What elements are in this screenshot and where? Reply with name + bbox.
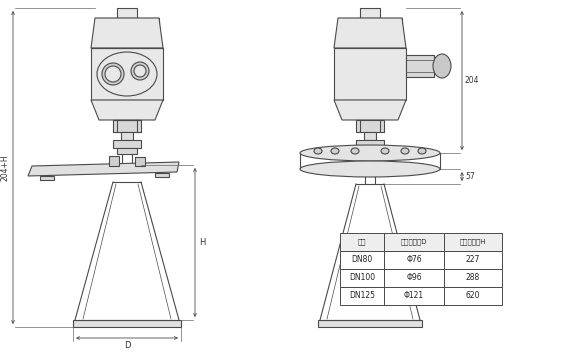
- Text: 227: 227: [466, 256, 480, 265]
- Bar: [121, 132, 133, 140]
- Ellipse shape: [300, 145, 440, 161]
- Bar: [444, 251, 502, 269]
- Text: Φ96: Φ96: [406, 273, 422, 282]
- Text: 喇叭口直径D: 喇叭口直径D: [401, 239, 427, 245]
- Ellipse shape: [102, 63, 124, 85]
- Polygon shape: [334, 100, 406, 120]
- Ellipse shape: [314, 148, 322, 154]
- Text: DN80: DN80: [352, 256, 373, 265]
- Ellipse shape: [105, 66, 121, 82]
- Bar: [444, 269, 502, 287]
- Bar: [338, 18, 402, 48]
- Ellipse shape: [418, 148, 426, 154]
- Bar: [384, 269, 444, 287]
- Ellipse shape: [131, 62, 149, 80]
- Bar: [155, 173, 169, 177]
- Bar: [340, 233, 384, 251]
- Text: H: H: [199, 238, 205, 247]
- Bar: [110, 81, 117, 87]
- Ellipse shape: [433, 54, 451, 78]
- Bar: [382, 148, 390, 154]
- Bar: [318, 320, 422, 327]
- Text: D: D: [123, 341, 130, 351]
- Bar: [360, 148, 380, 153]
- Text: Φ76: Φ76: [406, 256, 422, 265]
- Ellipse shape: [351, 148, 359, 154]
- Bar: [117, 148, 137, 154]
- Text: 喇叭口高度H: 喇叭口高度H: [460, 239, 486, 245]
- Text: DN125: DN125: [349, 292, 375, 301]
- Text: DN100: DN100: [349, 273, 375, 282]
- Text: Φ121: Φ121: [404, 292, 424, 301]
- Bar: [340, 269, 384, 287]
- Polygon shape: [91, 100, 163, 120]
- Bar: [444, 233, 502, 251]
- Bar: [356, 140, 384, 148]
- Bar: [384, 251, 444, 269]
- Text: 57: 57: [465, 172, 475, 181]
- Bar: [135, 157, 145, 166]
- Bar: [444, 287, 502, 305]
- Bar: [340, 251, 384, 269]
- Bar: [406, 55, 434, 77]
- Bar: [40, 176, 54, 180]
- Text: 288: 288: [466, 273, 480, 282]
- Ellipse shape: [134, 65, 146, 77]
- Text: 204+H: 204+H: [1, 154, 10, 181]
- Bar: [340, 287, 384, 305]
- Bar: [91, 48, 163, 100]
- Polygon shape: [28, 162, 179, 176]
- Bar: [117, 8, 137, 18]
- Bar: [73, 320, 181, 327]
- Bar: [109, 156, 119, 166]
- Text: 法兰: 法兰: [358, 239, 366, 245]
- Bar: [95, 18, 159, 48]
- Bar: [364, 132, 376, 140]
- Bar: [360, 8, 380, 18]
- Bar: [334, 48, 406, 100]
- Ellipse shape: [300, 161, 440, 177]
- Bar: [384, 287, 444, 305]
- Ellipse shape: [331, 148, 339, 154]
- Bar: [356, 120, 384, 132]
- Bar: [113, 140, 141, 148]
- Bar: [350, 148, 358, 154]
- Polygon shape: [91, 18, 163, 48]
- Ellipse shape: [97, 52, 157, 96]
- Polygon shape: [334, 18, 406, 48]
- Text: 620: 620: [466, 292, 480, 301]
- Text: 204: 204: [465, 76, 479, 85]
- Ellipse shape: [401, 148, 409, 154]
- Bar: [113, 120, 141, 132]
- Ellipse shape: [381, 148, 389, 154]
- Bar: [384, 233, 444, 251]
